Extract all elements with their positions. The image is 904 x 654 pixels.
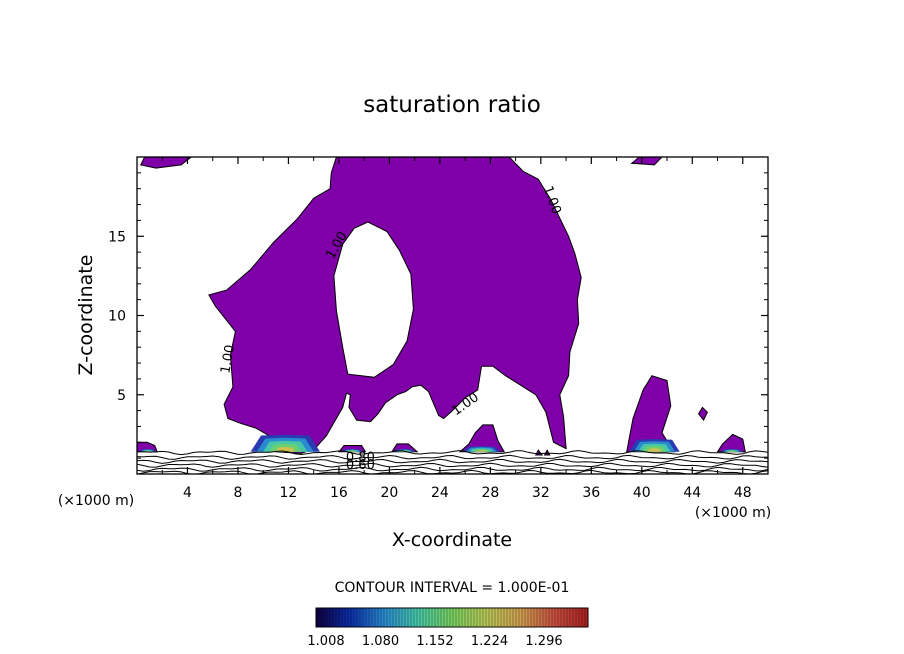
contour-field xyxy=(137,157,768,474)
contour-interval-label: CONTOUR INTERVAL = 1.000E-01 xyxy=(335,580,570,596)
colorbar-tick-label: 1.152 xyxy=(416,634,453,649)
core-band xyxy=(647,448,662,452)
x-tick-label: 24 xyxy=(431,485,449,501)
surface-contour-line xyxy=(137,458,768,464)
core-17 xyxy=(341,449,363,452)
x-tick-label: 48 xyxy=(734,485,752,501)
cloud-region-dot-32 xyxy=(534,449,544,456)
x-tick-label: 4 xyxy=(183,485,192,501)
surface-contour-lines xyxy=(137,450,768,474)
core-band xyxy=(349,451,356,452)
colorbar-tick-label: 1.008 xyxy=(307,634,344,649)
y-tick-label: 10 xyxy=(108,309,126,325)
x-axis-label: X-coordinate xyxy=(392,529,512,551)
surface-contour-line xyxy=(137,454,768,460)
surface-contour-line xyxy=(137,469,768,474)
y-axis-label: Z-coordinate xyxy=(75,255,97,376)
x-tick-label: 20 xyxy=(380,485,398,501)
cloud-hole xyxy=(333,221,414,378)
x-units-left: (×1000 m) xyxy=(58,493,134,509)
x-tick-label: 32 xyxy=(532,485,550,501)
chart-title: saturation ratio xyxy=(363,92,541,118)
contour-label: 0.80 xyxy=(346,450,375,465)
cloud-region-top-right xyxy=(630,157,663,166)
y-tick-label: 15 xyxy=(108,229,126,245)
colorbar-hatching xyxy=(317,609,586,626)
x-tick-label: 44 xyxy=(683,485,701,501)
core-band xyxy=(275,447,295,452)
x-tick-label: 28 xyxy=(481,485,499,501)
core-47 xyxy=(721,449,743,452)
contour-label: 0.60 xyxy=(346,458,375,473)
contour-label: 1.00 xyxy=(218,344,238,375)
colorbar-tick-label: 1.296 xyxy=(525,634,562,649)
core-band xyxy=(476,450,487,452)
x-tick-label: 40 xyxy=(633,485,651,501)
cloud-region-dot-33 xyxy=(543,449,551,456)
x-tick-label: 8 xyxy=(233,485,242,501)
x-units-right: (×1000 m) xyxy=(695,505,771,521)
x-tick-label: 36 xyxy=(582,485,600,501)
cloud-region-dot-44 xyxy=(697,406,709,422)
colorbar-tick-label: 1.080 xyxy=(362,634,399,649)
cloud-region-top-left xyxy=(140,157,193,169)
x-tick-label: 12 xyxy=(280,485,298,501)
core-40 xyxy=(629,439,680,452)
y-tick-label: 5 xyxy=(117,388,126,404)
core-1 xyxy=(139,449,156,452)
x-tick-label: 16 xyxy=(330,485,348,501)
core-band xyxy=(729,451,735,452)
surface-contour-line xyxy=(137,462,768,468)
colorbar-ticks: 1.008 1.080 1.152 1.224 1.296 xyxy=(307,634,562,649)
surface-contour-line xyxy=(137,450,768,456)
core-12 xyxy=(250,434,320,452)
cloud-region-cap-28 xyxy=(458,424,506,453)
colorbar-tick-label: 1.224 xyxy=(471,634,508,649)
surface-contour-line xyxy=(137,466,768,472)
core-28 xyxy=(462,446,501,452)
